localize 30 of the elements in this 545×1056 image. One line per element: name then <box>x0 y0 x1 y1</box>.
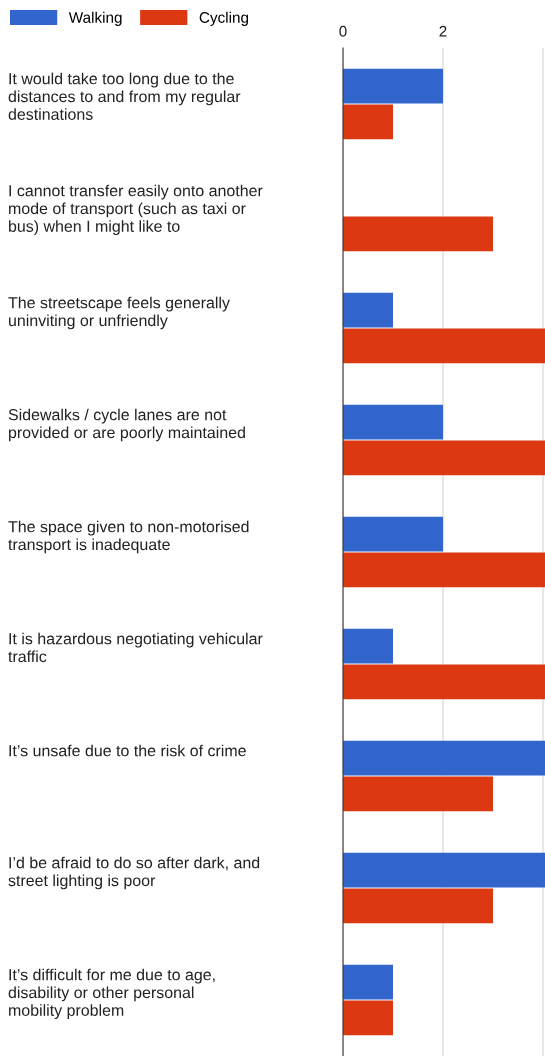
y-tick-label: It is hazardous negotiating vehicular traffic <box>8 632 263 663</box>
bar <box>343 852 545 888</box>
y-tick-label: It’s unsafe due to the risk of crime <box>9 744 246 757</box>
bar <box>343 404 443 440</box>
bar <box>343 776 493 812</box>
x-tick-label: 0 <box>339 25 347 37</box>
bar <box>343 1000 393 1036</box>
bar <box>343 964 393 1000</box>
bar <box>343 740 545 776</box>
bar <box>343 68 443 104</box>
y-tick-label: Sidewalks / cycle lanes are not provided or are poorly maintained <box>8 408 245 442</box>
legend-label: Walking <box>68 11 122 26</box>
bar <box>343 440 545 476</box>
bar <box>343 888 493 924</box>
bar <box>343 104 393 140</box>
bar <box>343 664 545 700</box>
y-tick-label: I’d be afraid to do so after dark, and street lighting is poor <box>8 856 260 890</box>
y-tick-label: The space given to non-motorised transport is inadequate <box>8 520 249 554</box>
bar <box>343 292 393 328</box>
bar <box>343 216 493 252</box>
bar <box>343 628 393 664</box>
y-tick-label: The streetscape feels generally uninviting or unfriendly <box>8 296 230 330</box>
bar <box>343 552 545 588</box>
legend-label: Cycling <box>199 11 249 26</box>
y-tick-label: It’s difficult for me due to age, disability or other personal mobility problem <box>8 968 215 1020</box>
y-tick-label: It would take too long due to the distances to and from my regular destinations <box>8 72 241 120</box>
bar <box>343 516 443 552</box>
x-tick-label: 2 <box>439 25 447 37</box>
bar <box>343 328 545 364</box>
y-tick-label: I cannot transfer easily onto another mode of transport (such as taxi or bus) when I might like to <box>9 184 263 236</box>
